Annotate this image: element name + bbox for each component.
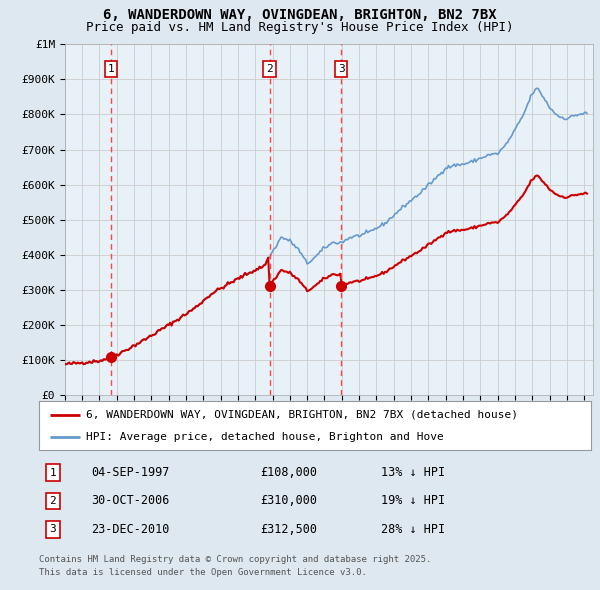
Text: 13% ↓ HPI: 13% ↓ HPI (381, 466, 445, 479)
Text: Contains HM Land Registry data © Crown copyright and database right 2025.: Contains HM Land Registry data © Crown c… (39, 555, 431, 564)
Text: 1: 1 (107, 64, 115, 74)
Text: Price paid vs. HM Land Registry's House Price Index (HPI): Price paid vs. HM Land Registry's House … (86, 21, 514, 34)
Text: 23-DEC-2010: 23-DEC-2010 (91, 523, 170, 536)
Text: 1: 1 (49, 468, 56, 477)
Text: 3: 3 (338, 64, 344, 74)
Text: £310,000: £310,000 (260, 494, 317, 507)
Text: 19% ↓ HPI: 19% ↓ HPI (381, 494, 445, 507)
Text: HPI: Average price, detached house, Brighton and Hove: HPI: Average price, detached house, Brig… (86, 432, 443, 442)
Text: 04-SEP-1997: 04-SEP-1997 (91, 466, 170, 479)
Text: This data is licensed under the Open Government Licence v3.0.: This data is licensed under the Open Gov… (39, 568, 367, 577)
Text: 6, WANDERDOWN WAY, OVINGDEAN, BRIGHTON, BN2 7BX: 6, WANDERDOWN WAY, OVINGDEAN, BRIGHTON, … (103, 8, 497, 22)
Text: £312,500: £312,500 (260, 523, 317, 536)
Text: £108,000: £108,000 (260, 466, 317, 479)
Text: 6, WANDERDOWN WAY, OVINGDEAN, BRIGHTON, BN2 7BX (detached house): 6, WANDERDOWN WAY, OVINGDEAN, BRIGHTON, … (86, 409, 518, 419)
Text: 2: 2 (266, 64, 273, 74)
Text: 3: 3 (49, 525, 56, 534)
Text: 2: 2 (49, 496, 56, 506)
Text: 28% ↓ HPI: 28% ↓ HPI (381, 523, 445, 536)
Text: 30-OCT-2006: 30-OCT-2006 (91, 494, 170, 507)
